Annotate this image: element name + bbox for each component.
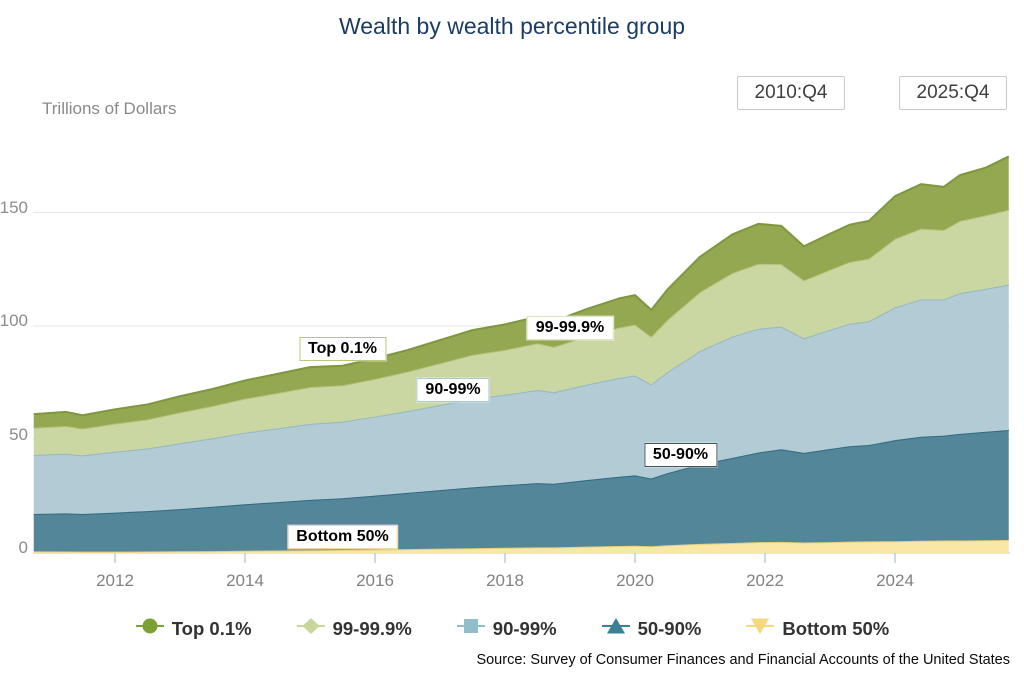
legend-item-90-99-[interactable]: 90-99% — [456, 616, 557, 641]
legend-item-bottom-50-[interactable]: Bottom 50% — [745, 616, 889, 641]
series-label-90-99-: 90-99% — [416, 377, 490, 402]
x-axis-tick-label: 2016 — [356, 571, 394, 590]
legend: Top 0.1% 99-99.9% 90-99% 50-90% Bottom 50% — [0, 616, 1024, 641]
legend-item-50-90-[interactable]: 50-90% — [601, 616, 702, 641]
diamond-marker-icon — [296, 616, 326, 641]
x-axis-tick-label: 2014 — [226, 571, 264, 590]
series-label-top-0-1-: Top 0.1% — [298, 336, 387, 361]
legend-item-top-0-1-[interactable]: Top 0.1% — [135, 616, 252, 641]
range-start-button[interactable]: 2010:Q4 — [737, 76, 845, 110]
y-axis-title: Trillions of Dollars — [42, 99, 177, 118]
legend-label: 90-99% — [492, 617, 557, 639]
series-label-50-90-: 50-90% — [643, 443, 718, 468]
legend-label: 99-99.9% — [332, 617, 412, 639]
triangle-marker-icon — [601, 616, 631, 641]
series-label-bottom-50-: Bottom 50% — [287, 525, 398, 550]
square-marker-icon — [456, 616, 486, 641]
legend-label: Bottom 50% — [782, 617, 890, 639]
legend-label: 50-90% — [637, 617, 702, 639]
x-axis-tick-label: 2024 — [876, 571, 914, 590]
x-axis-tick-label: 2020 — [616, 571, 654, 590]
x-axis-tick-label: 2018 — [486, 571, 524, 590]
circle-marker-icon — [135, 616, 165, 641]
y-axis-tick-label: 50 — [9, 424, 28, 444]
y-axis-tick-label: 150 — [0, 197, 28, 217]
x-axis-tick-label: 2022 — [746, 571, 784, 590]
legend-label: Top 0.1% — [171, 617, 252, 639]
source-note: Source: Survey of Consumer Finances and … — [476, 652, 1010, 668]
triangle-down-marker-icon — [745, 616, 775, 641]
chart-title: Wealth by wealth percentile group — [338, 13, 686, 39]
y-axis-tick-label: 0 — [18, 538, 28, 557]
y-axis-tick-label: 100 — [0, 311, 28, 330]
range-end-button[interactable]: 2025:Q4 — [899, 76, 1007, 110]
legend-item-99-99-9-[interactable]: 99-99.9% — [296, 616, 412, 641]
x-axis-tick-label: 2012 — [96, 571, 134, 590]
series-label-99-99-9-: 99-99.9% — [526, 316, 614, 341]
